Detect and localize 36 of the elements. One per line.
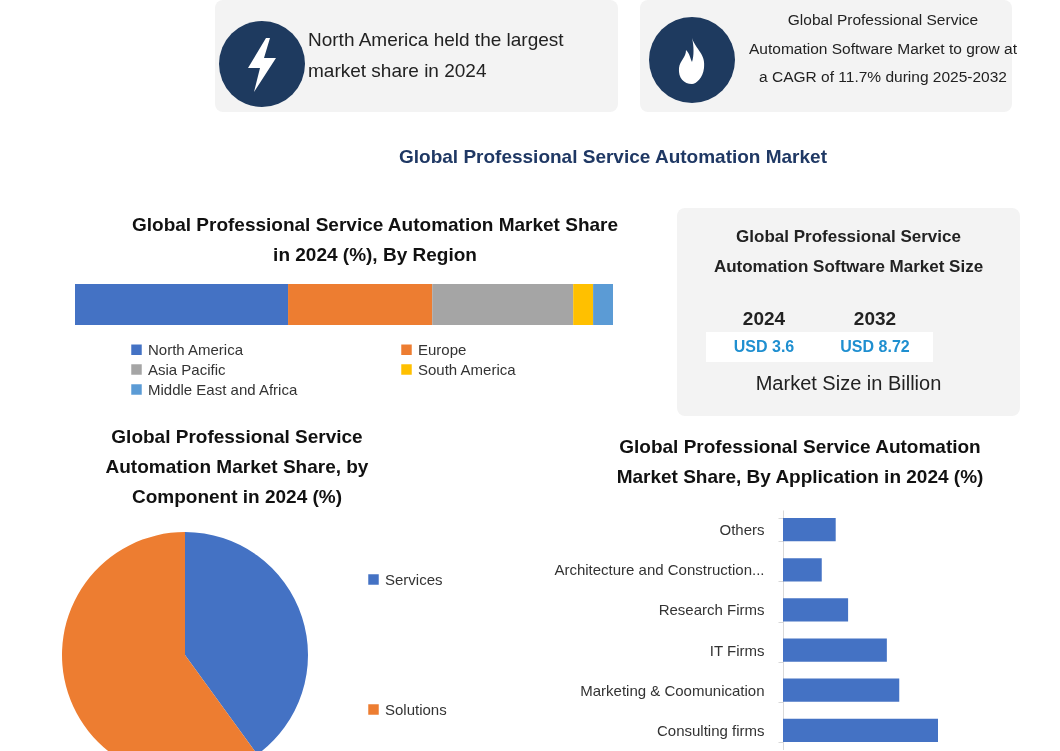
text: Global Professional Service Automation Software Market to grow at a CAGR of 11.7% during 2025-2032 [748, 10, 1018, 87]
legend-label: Services [385, 570, 443, 588]
legend-label: South America [418, 360, 517, 378]
text: USD 3.6 [733, 338, 795, 355]
y-tick-label: Consulting firms [656, 721, 765, 739]
chart-title: Global Professional Service Automation Market Share in 2024 (%), By Region [130, 213, 620, 267]
chart-title: Global Professional Service Automation Market Share, By Application in 2024 (%) [615, 435, 985, 489]
y-tick-label: Architecture and Construction... [554, 561, 765, 579]
bar [573, 284, 594, 325]
y-tick-label: IT Firms [709, 641, 765, 659]
bar [783, 598, 849, 622]
bar [783, 678, 900, 702]
chart-title: Global Professional Service Automation Market Share, by Component in 2024 (%) [104, 425, 370, 509]
legend-label: Solutions [385, 700, 447, 718]
category-label: 2024 [741, 308, 787, 330]
category-label: 2032 [852, 308, 898, 330]
y-tick-label: Research Firms [658, 601, 765, 619]
text: Global Professional Service Automation Software Market Size [712, 226, 985, 278]
text: Market Size in Billion [754, 372, 943, 395]
text: Global Professional Service Automation Market [398, 146, 828, 168]
legend-label: Middle East and Africa [148, 380, 298, 398]
legend-label: North America [148, 340, 244, 358]
bar [288, 284, 433, 325]
bar [75, 284, 289, 325]
bar [783, 558, 822, 582]
text: USD 8.72 [840, 338, 910, 355]
text: North America held the largest market share in 2024 [308, 28, 565, 83]
bar [593, 284, 613, 325]
bar [783, 718, 938, 742]
bar [783, 638, 887, 662]
bar [432, 284, 574, 325]
bar [783, 518, 836, 542]
legend-label: Asia Pacific [148, 360, 227, 378]
y-tick-label: Others [719, 521, 765, 539]
legend-label: Europe [418, 340, 467, 358]
y-tick-label: Marketing & Coomunication [580, 681, 765, 699]
